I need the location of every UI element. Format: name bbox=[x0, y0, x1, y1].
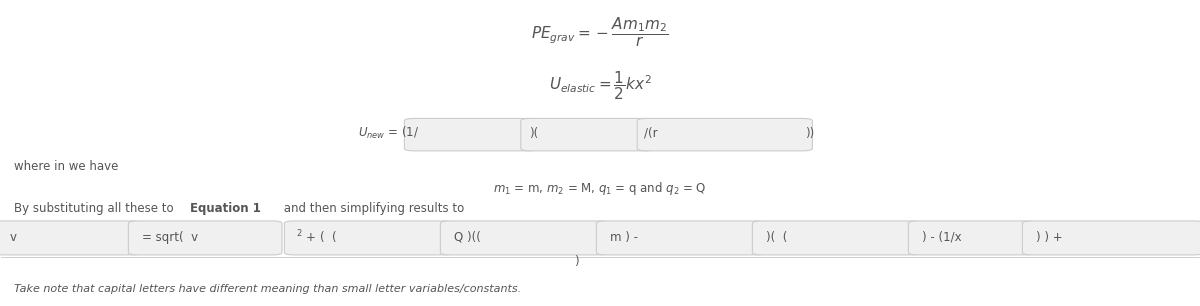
Text: Q )((: Q )(( bbox=[454, 231, 480, 244]
FancyBboxPatch shape bbox=[596, 221, 766, 255]
Text: where in we have: where in we have bbox=[14, 160, 119, 173]
FancyBboxPatch shape bbox=[440, 221, 610, 255]
FancyBboxPatch shape bbox=[1022, 221, 1200, 255]
FancyBboxPatch shape bbox=[908, 221, 1036, 255]
Text: = sqrt(  v: = sqrt( v bbox=[142, 231, 198, 244]
Text: m ) -: m ) - bbox=[610, 231, 637, 244]
FancyBboxPatch shape bbox=[128, 221, 282, 255]
Text: ) - (1/x: ) - (1/x bbox=[922, 231, 961, 244]
Text: $^2$ + (  (: $^2$ + ( ( bbox=[296, 228, 337, 246]
FancyBboxPatch shape bbox=[752, 221, 922, 255]
Text: Take note that capital letters have different meaning than small letter variable: Take note that capital letters have diff… bbox=[14, 284, 522, 294]
Text: By substituting all these to: By substituting all these to bbox=[14, 202, 178, 215]
FancyBboxPatch shape bbox=[521, 118, 654, 151]
FancyBboxPatch shape bbox=[0, 221, 142, 255]
FancyBboxPatch shape bbox=[284, 221, 454, 255]
Text: /(r: /(r bbox=[644, 127, 658, 140]
Text: $U_{elastic} = \dfrac{1}{2}kx^2$: $U_{elastic} = \dfrac{1}{2}kx^2$ bbox=[548, 69, 652, 102]
Text: )(: )( bbox=[529, 127, 539, 140]
Text: )): )) bbox=[805, 127, 815, 140]
FancyBboxPatch shape bbox=[404, 118, 538, 151]
Text: $m_1$ = m, $m_2$ = M, $q_1$ = q and $q_2$ = Q: $m_1$ = m, $m_2$ = M, $q_1$ = q and $q_2… bbox=[493, 180, 707, 197]
Text: Equation 1: Equation 1 bbox=[190, 202, 260, 215]
Text: $PE_{grav} = -\dfrac{Am_1m_2}{r}$: $PE_{grav} = -\dfrac{Am_1m_2}{r}$ bbox=[532, 15, 668, 49]
Text: ) ) +: ) ) + bbox=[1036, 231, 1062, 244]
FancyBboxPatch shape bbox=[637, 118, 812, 151]
Text: )(  (: )( ( bbox=[766, 231, 787, 244]
Text: and then simplifying results to: and then simplifying results to bbox=[280, 202, 464, 215]
Text: ): ) bbox=[574, 255, 578, 268]
Text: $U_{new}$ = (1/: $U_{new}$ = (1/ bbox=[358, 125, 419, 141]
Text: v: v bbox=[10, 231, 17, 244]
